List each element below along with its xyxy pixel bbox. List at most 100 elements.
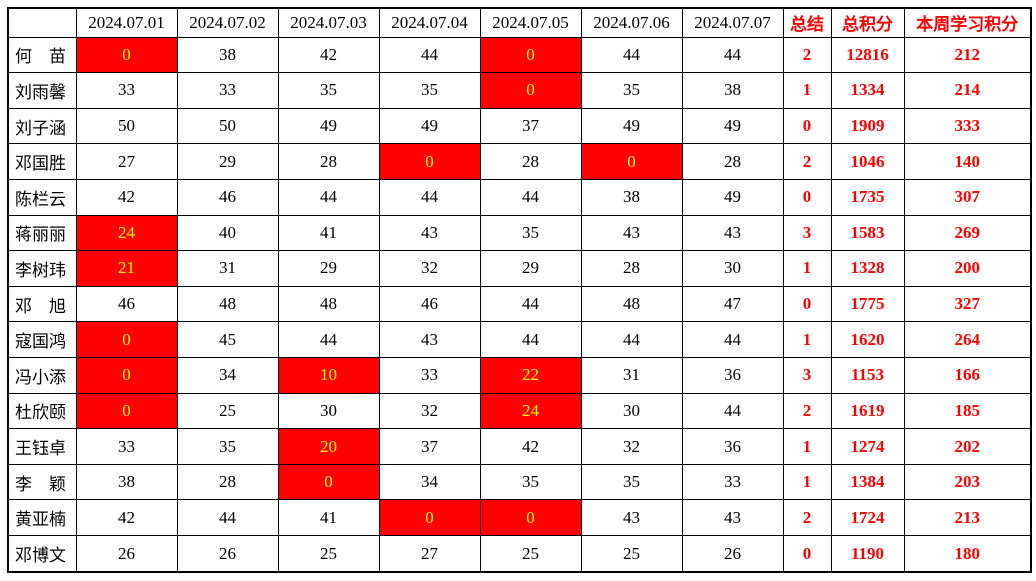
daily-score-cell[interactable]: 33 xyxy=(176,72,279,109)
daily-score-cell[interactable]: 20 xyxy=(277,428,380,465)
daily-score-cell[interactable]: 33 xyxy=(75,72,178,109)
daily-score-cell[interactable]: 44 xyxy=(479,178,582,216)
summary-cell[interactable]: 0 xyxy=(782,535,832,573)
daily-score-cell[interactable]: 28 xyxy=(681,143,784,180)
week-points-header[interactable]: 本周学习积分 xyxy=(903,7,1032,38)
week-points-cell[interactable]: 214 xyxy=(903,72,1032,109)
total-points-cell[interactable]: 1274 xyxy=(830,428,905,465)
total-points-cell[interactable]: 1909 xyxy=(830,107,905,145)
daily-score-cell[interactable]: 29 xyxy=(479,250,582,287)
daily-score-cell[interactable]: 33 xyxy=(378,356,481,394)
student-name-cell[interactable]: 刘雨馨 xyxy=(7,72,77,109)
daily-score-cell[interactable]: 44 xyxy=(681,392,784,430)
summary-cell[interactable]: 3 xyxy=(782,356,832,394)
daily-score-cell[interactable]: 21 xyxy=(75,250,178,287)
student-name-cell[interactable]: 李树玮 xyxy=(7,250,77,287)
daily-score-cell[interactable]: 38 xyxy=(681,72,784,109)
total-points-cell[interactable]: 1735 xyxy=(830,178,905,216)
daily-score-cell[interactable]: 42 xyxy=(479,428,582,465)
total-points-cell[interactable]: 1724 xyxy=(830,499,905,537)
student-name-cell[interactable]: 陈栏云 xyxy=(7,178,77,216)
date-header-07-07[interactable]: 2024.07.07 xyxy=(681,7,784,38)
week-points-cell[interactable]: 140 xyxy=(903,143,1032,180)
corner-header[interactable] xyxy=(7,7,77,38)
week-points-cell[interactable]: 200 xyxy=(903,250,1032,287)
daily-score-cell[interactable]: 35 xyxy=(277,72,380,109)
daily-score-cell[interactable]: 28 xyxy=(479,143,582,180)
daily-score-cell[interactable]: 0 xyxy=(479,36,582,74)
daily-score-cell[interactable]: 43 xyxy=(378,321,481,358)
date-header-07-03[interactable]: 2024.07.03 xyxy=(277,7,380,38)
daily-score-cell[interactable]: 25 xyxy=(277,535,380,573)
week-points-cell[interactable]: 269 xyxy=(903,214,1032,252)
daily-score-cell[interactable]: 0 xyxy=(75,36,178,74)
daily-score-cell[interactable]: 44 xyxy=(580,36,683,74)
daily-score-cell[interactable]: 0 xyxy=(378,143,481,180)
daily-score-cell[interactable]: 38 xyxy=(176,36,279,74)
total-points-cell[interactable]: 12816 xyxy=(830,36,905,74)
student-name-cell[interactable]: 杜欣颐 xyxy=(7,392,77,430)
daily-score-cell[interactable]: 41 xyxy=(277,214,380,252)
week-points-cell[interactable]: 203 xyxy=(903,463,1032,501)
daily-score-cell[interactable]: 43 xyxy=(681,214,784,252)
daily-score-cell[interactable]: 41 xyxy=(277,499,380,537)
student-name-cell[interactable]: 蒋丽丽 xyxy=(7,214,77,252)
daily-score-cell[interactable]: 28 xyxy=(277,143,380,180)
daily-score-cell[interactable]: 45 xyxy=(176,321,279,358)
daily-score-cell[interactable]: 35 xyxy=(378,72,481,109)
daily-score-cell[interactable]: 42 xyxy=(75,178,178,216)
daily-score-cell[interactable]: 43 xyxy=(681,499,784,537)
daily-score-cell[interactable]: 27 xyxy=(75,143,178,180)
week-points-cell[interactable]: 307 xyxy=(903,178,1032,216)
daily-score-cell[interactable]: 49 xyxy=(681,107,784,145)
daily-score-cell[interactable]: 28 xyxy=(176,463,279,501)
summary-cell[interactable]: 3 xyxy=(782,214,832,252)
daily-score-cell[interactable]: 31 xyxy=(580,356,683,394)
daily-score-cell[interactable]: 38 xyxy=(75,463,178,501)
daily-score-cell[interactable]: 0 xyxy=(479,499,582,537)
daily-score-cell[interactable]: 44 xyxy=(580,321,683,358)
daily-score-cell[interactable]: 0 xyxy=(580,143,683,180)
summary-cell[interactable]: 2 xyxy=(782,392,832,430)
summary-cell[interactable]: 2 xyxy=(782,143,832,180)
daily-score-cell[interactable]: 32 xyxy=(378,250,481,287)
daily-score-cell[interactable]: 34 xyxy=(176,356,279,394)
student-name-cell[interactable]: 何 苗 xyxy=(7,36,77,74)
week-points-cell[interactable]: 213 xyxy=(903,499,1032,537)
student-name-cell[interactable]: 李 颖 xyxy=(7,463,77,501)
daily-score-cell[interactable]: 25 xyxy=(580,535,683,573)
daily-score-cell[interactable]: 49 xyxy=(681,178,784,216)
date-header-07-01[interactable]: 2024.07.01 xyxy=(75,7,178,38)
daily-score-cell[interactable]: 30 xyxy=(681,250,784,287)
summary-header[interactable]: 总结 xyxy=(782,7,832,38)
daily-score-cell[interactable]: 30 xyxy=(580,392,683,430)
daily-score-cell[interactable]: 0 xyxy=(378,499,481,537)
summary-cell[interactable]: 1 xyxy=(782,321,832,358)
total-points-cell[interactable]: 1775 xyxy=(830,285,905,323)
student-name-cell[interactable]: 刘子涵 xyxy=(7,107,77,145)
daily-score-cell[interactable]: 26 xyxy=(75,535,178,573)
daily-score-cell[interactable]: 48 xyxy=(580,285,683,323)
daily-score-cell[interactable]: 0 xyxy=(75,321,178,358)
daily-score-cell[interactable]: 36 xyxy=(681,428,784,465)
daily-score-cell[interactable]: 10 xyxy=(277,356,380,394)
daily-score-cell[interactable]: 31 xyxy=(176,250,279,287)
date-header-07-05[interactable]: 2024.07.05 xyxy=(479,7,582,38)
daily-score-cell[interactable]: 44 xyxy=(479,321,582,358)
total-points-cell[interactable]: 1619 xyxy=(830,392,905,430)
week-points-cell[interactable]: 166 xyxy=(903,356,1032,394)
daily-score-cell[interactable]: 29 xyxy=(277,250,380,287)
week-points-cell[interactable]: 333 xyxy=(903,107,1032,145)
total-points-cell[interactable]: 1190 xyxy=(830,535,905,573)
daily-score-cell[interactable]: 25 xyxy=(479,535,582,573)
total-points-header[interactable]: 总积分 xyxy=(830,7,905,38)
daily-score-cell[interactable]: 0 xyxy=(277,463,380,501)
summary-cell[interactable]: 1 xyxy=(782,72,832,109)
daily-score-cell[interactable]: 38 xyxy=(580,178,683,216)
daily-score-cell[interactable]: 46 xyxy=(176,178,279,216)
week-points-cell[interactable]: 212 xyxy=(903,36,1032,74)
daily-score-cell[interactable]: 37 xyxy=(378,428,481,465)
daily-score-cell[interactable]: 47 xyxy=(681,285,784,323)
student-name-cell[interactable]: 黄亚楠 xyxy=(7,499,77,537)
student-name-cell[interactable]: 王钰卓 xyxy=(7,428,77,465)
